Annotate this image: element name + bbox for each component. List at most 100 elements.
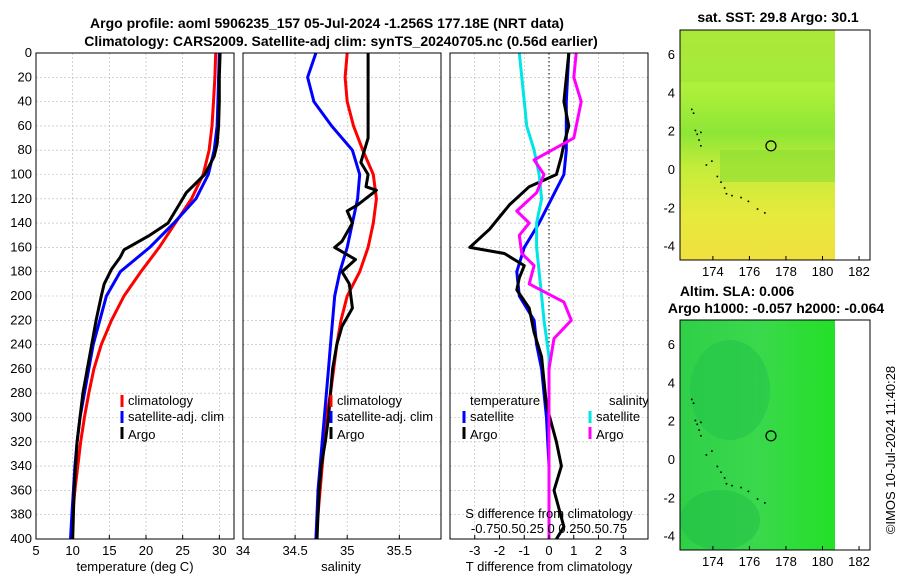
temperature-panel: 5 10 15 20 25 3002040608010012014016018020022… [10,45,235,558]
sla-map-title-line1: Altim. SLA: 0.006 [680,283,795,299]
y-tick-label: 180 [10,264,32,279]
island-speck [698,139,700,141]
sst-map: 174 176 178 180 182 6 4 2 0 -2 -4 [663,29,871,279]
map-x-tick-label: 182 [848,264,870,279]
series-line-climatology [69,52,218,540]
imos-watermark: ©IMOS 10-Jul-2024 11:40:28 [883,366,898,534]
island-speck [756,208,759,210]
island-speck [700,145,702,147]
y-tick-label: 0 [25,45,32,60]
map-y-tick-label: 0 [668,162,675,177]
island-speck [725,192,728,195]
island-speck [725,482,728,485]
sla-map-title-line2: Argo h1000: -0.057 h2000: -0.064 [668,300,885,316]
difference-panel: -3 -2 -1 0 1 2 3 [449,52,649,558]
legend-label-climatology: climatology [128,393,194,408]
map-x-tick-label: 180 [812,264,834,279]
salinity-panel: 34 34.5 35 35.5 [236,52,442,558]
y-tick-label: 80 [18,142,32,157]
map-y-tick-label: -2 [663,490,675,505]
x-tick-label: 10 [65,543,79,558]
island-speck [692,402,695,405]
legend-label-t-satellite: satellite [470,409,514,424]
island-speck [690,398,693,401]
island-speck [716,175,719,178]
x-tick-label: 3 [620,543,627,558]
island-speck [731,194,733,197]
y-tick-label: 200 [10,288,32,303]
island-speck [700,421,702,424]
island-speck [720,181,722,184]
sla-field-anomaly [690,340,770,440]
x-tick-label: 35 [340,543,354,558]
x-tick-label: 34.5 [282,543,307,558]
island-speck [690,108,693,111]
island-speck [694,129,697,132]
y-tick-label: 260 [10,361,32,376]
temperature-legend: climatology satellite-adj. clim Argo [120,393,224,442]
legend-heading-salinity: salinity [609,393,649,408]
x-tick-label: 35.5 [387,543,412,558]
island-speck [696,423,699,426]
y-tick-label: 140 [10,215,32,230]
sst-field-band [680,30,835,82]
y-tick-label: 120 [10,191,32,206]
y-tick-label: 360 [10,482,32,497]
legend-label-s-satellite: satellite [596,409,640,424]
y-tick-label: 40 [18,94,32,109]
y-tick-label: 20 [18,69,32,84]
sla-field-anomaly [680,490,760,550]
series-line-argo-salinity- [515,52,583,539]
map-y-tick-label: 4 [668,375,675,390]
legend-label-satellite-adj: satellite-adj. clim [337,409,433,424]
argo-position-marker [765,140,777,152]
island-speck [711,160,713,162]
y-tick-label: 400 [10,531,32,546]
island-speck [692,112,695,115]
y-tick-label: 280 [10,385,32,400]
figure-title-line1: Argo profile: aoml 5906235_157 05-Jul-20… [90,15,564,31]
s-difference-label: S difference from climatology [465,506,633,521]
map-y-tick-label: 2 [668,414,675,429]
y-tick-label: 340 [10,458,32,473]
figure-title-line2: Climatology: CARS2009. Satellite-adj cli… [84,33,598,49]
island-speck [747,200,750,203]
y-tick-label: 300 [10,410,32,425]
island-speck [698,429,700,431]
map-x-tick-label: 182 [848,554,870,569]
temperature-xlabel: temperature (deg C) [76,559,193,574]
island-speck [747,490,750,493]
island-speck [740,486,742,489]
series-line-argo [71,52,222,540]
y-tick-label: 220 [10,312,32,327]
axes-frame [242,52,442,540]
island-speck [731,484,733,487]
map-frame [679,319,871,551]
difference-xlabel: T difference from climatology [466,559,633,574]
map-x-tick-label: 180 [812,554,834,569]
legend-label-climatology: climatology [337,393,403,408]
y-tick-label: 160 [10,239,32,254]
x-tick-label: 15 [102,543,116,558]
island-speck [694,419,697,422]
y-tick-label: 60 [18,118,32,133]
x-tick-label: 20 [139,543,153,558]
legend-label-t-argo: Argo [470,427,497,442]
series-line-argo [315,53,378,540]
x-tick-label: 2 [595,543,602,558]
legend-heading-temperature: temperature [470,393,540,408]
sst-field-band [720,150,835,182]
x-tick-label: 34 [236,543,250,558]
y-tick-label: 240 [10,337,32,352]
salinity-xlabel: salinity [321,559,361,574]
island-speck [705,454,708,456]
map-x-tick-label: 178 [775,554,797,569]
sla-map: 174 176 178 180 182 6 4 2 0 -2 -4 [663,319,871,569]
series-line-satellite-adj-clim [306,52,362,540]
x-tick-label: 30 [212,543,226,558]
island-speck [740,196,742,199]
island-speck [720,471,722,474]
map-x-tick-label: 176 [739,264,761,279]
difference-legend: temperature salinity satellite Argo sate… [462,393,649,442]
